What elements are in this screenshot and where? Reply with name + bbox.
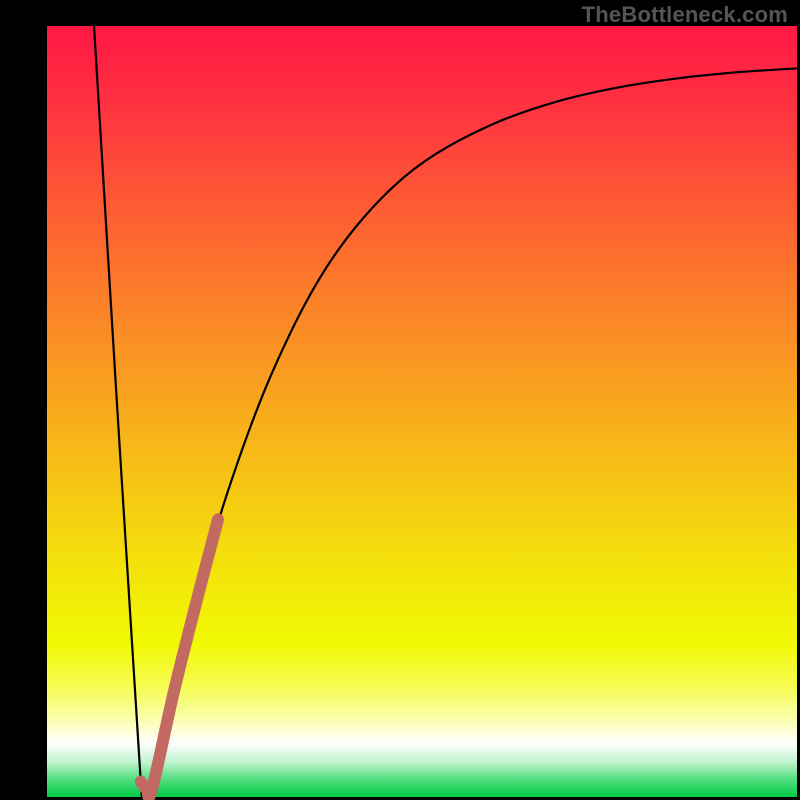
bottleneck-chart xyxy=(0,0,800,800)
watermark-text: TheBottleneck.com xyxy=(582,2,788,28)
chart-container: TheBottleneck.com xyxy=(0,0,800,800)
chart-plot-background xyxy=(47,26,797,797)
